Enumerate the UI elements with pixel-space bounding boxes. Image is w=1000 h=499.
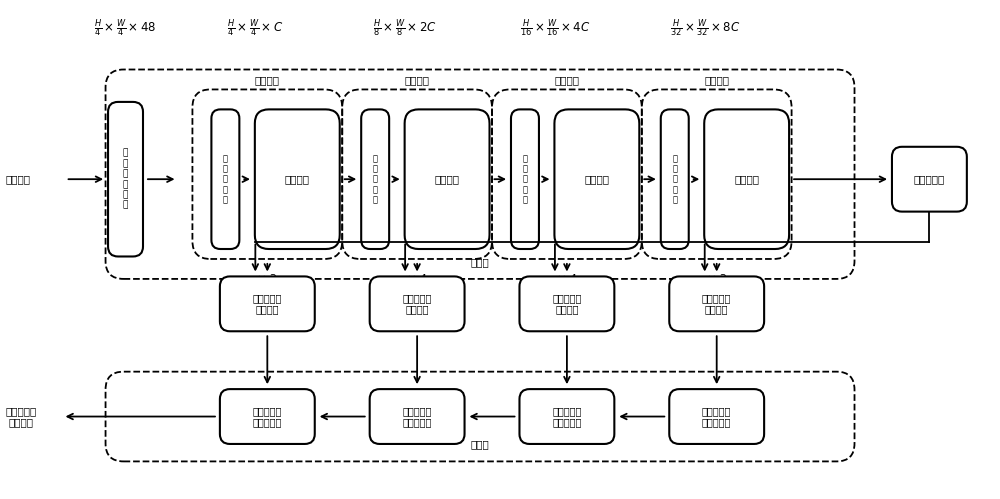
FancyBboxPatch shape	[669, 276, 764, 331]
Text: $\frac{H}{16}\times\frac{W}{16}\times 4C$: $\frac{H}{16}\times\frac{W}{16}\times 4C…	[520, 17, 590, 39]
FancyBboxPatch shape	[519, 389, 614, 444]
Text: 注意力融合
机制网络: 注意力融合 机制网络	[253, 293, 282, 315]
Text: 尺
度
调
整
层: 尺 度 调 整 层	[672, 154, 677, 205]
FancyBboxPatch shape	[519, 276, 614, 331]
Text: 斑
块
分
割
单
元: 斑 块 分 割 单 元	[123, 149, 128, 210]
Text: 处理单元: 处理单元	[734, 174, 759, 184]
FancyBboxPatch shape	[370, 389, 465, 444]
FancyBboxPatch shape	[361, 109, 389, 249]
FancyBboxPatch shape	[554, 109, 639, 249]
Text: 注意力融合
机制网络: 注意力融合 机制网络	[402, 293, 432, 315]
Text: 尺
度
调
整
层: 尺 度 调 整 层	[522, 154, 527, 205]
Text: 编码单元: 编码单元	[554, 75, 579, 85]
Text: 编码单元: 编码单元	[405, 75, 430, 85]
Text: $\frac{H}{4}\times\frac{W}{4}\times 48$: $\frac{H}{4}\times\frac{W}{4}\times 48$	[94, 17, 157, 39]
Text: 遥感影像: 遥感影像	[6, 174, 31, 184]
FancyBboxPatch shape	[370, 276, 465, 331]
FancyBboxPatch shape	[704, 109, 789, 249]
Text: × 4: × 4	[557, 274, 577, 284]
Text: 处理单元: 处理单元	[285, 174, 310, 184]
FancyBboxPatch shape	[108, 102, 143, 256]
Text: 尺
度
调
整
层: 尺 度 调 整 层	[373, 154, 378, 205]
Text: 编码器: 编码器	[471, 257, 489, 267]
FancyBboxPatch shape	[255, 109, 340, 249]
Text: 编码单元: 编码单元	[704, 75, 729, 85]
Text: 深度可分离
卷积网络层: 深度可分离 卷积网络层	[552, 406, 582, 427]
FancyBboxPatch shape	[220, 389, 315, 444]
Text: 注意力融合
机制网络: 注意力融合 机制网络	[552, 293, 582, 315]
Text: 深度可分离
卷积网络层: 深度可分离 卷积网络层	[702, 406, 731, 427]
FancyBboxPatch shape	[511, 109, 539, 249]
Text: × 2: × 2	[707, 274, 727, 284]
Text: × 2: × 2	[257, 274, 277, 284]
Text: 注意力融合
机制网络: 注意力融合 机制网络	[702, 293, 731, 315]
Text: × 4: × 4	[407, 274, 427, 284]
Text: $\frac{H}{4}\times\frac{W}{4}\times C$: $\frac{H}{4}\times\frac{W}{4}\times C$	[227, 17, 283, 39]
Text: 耕地地块的
边缘信息: 耕地地块的 边缘信息	[6, 406, 37, 427]
FancyBboxPatch shape	[661, 109, 689, 249]
FancyBboxPatch shape	[669, 389, 764, 444]
FancyBboxPatch shape	[892, 147, 967, 212]
FancyBboxPatch shape	[211, 109, 239, 249]
Text: $\frac{H}{8}\times\frac{W}{8}\times 2C$: $\frac{H}{8}\times\frac{W}{8}\times 2C$	[373, 17, 437, 39]
Text: 双路径模块: 双路径模块	[914, 174, 945, 184]
Text: 解码器: 解码器	[471, 440, 489, 450]
Text: 深度可分离
卷积网络层: 深度可分离 卷积网络层	[402, 406, 432, 427]
FancyBboxPatch shape	[405, 109, 490, 249]
Text: $\frac{H}{32}\times\frac{W}{32}\times 8C$: $\frac{H}{32}\times\frac{W}{32}\times 8C…	[670, 17, 740, 39]
Text: 编码单元: 编码单元	[255, 75, 280, 85]
FancyBboxPatch shape	[220, 276, 315, 331]
Text: 深度可分离
卷积网络层: 深度可分离 卷积网络层	[253, 406, 282, 427]
Text: 处理单元: 处理单元	[435, 174, 460, 184]
Text: 尺
度
调
整
层: 尺 度 调 整 层	[223, 154, 228, 205]
Text: 处理单元: 处理单元	[584, 174, 609, 184]
